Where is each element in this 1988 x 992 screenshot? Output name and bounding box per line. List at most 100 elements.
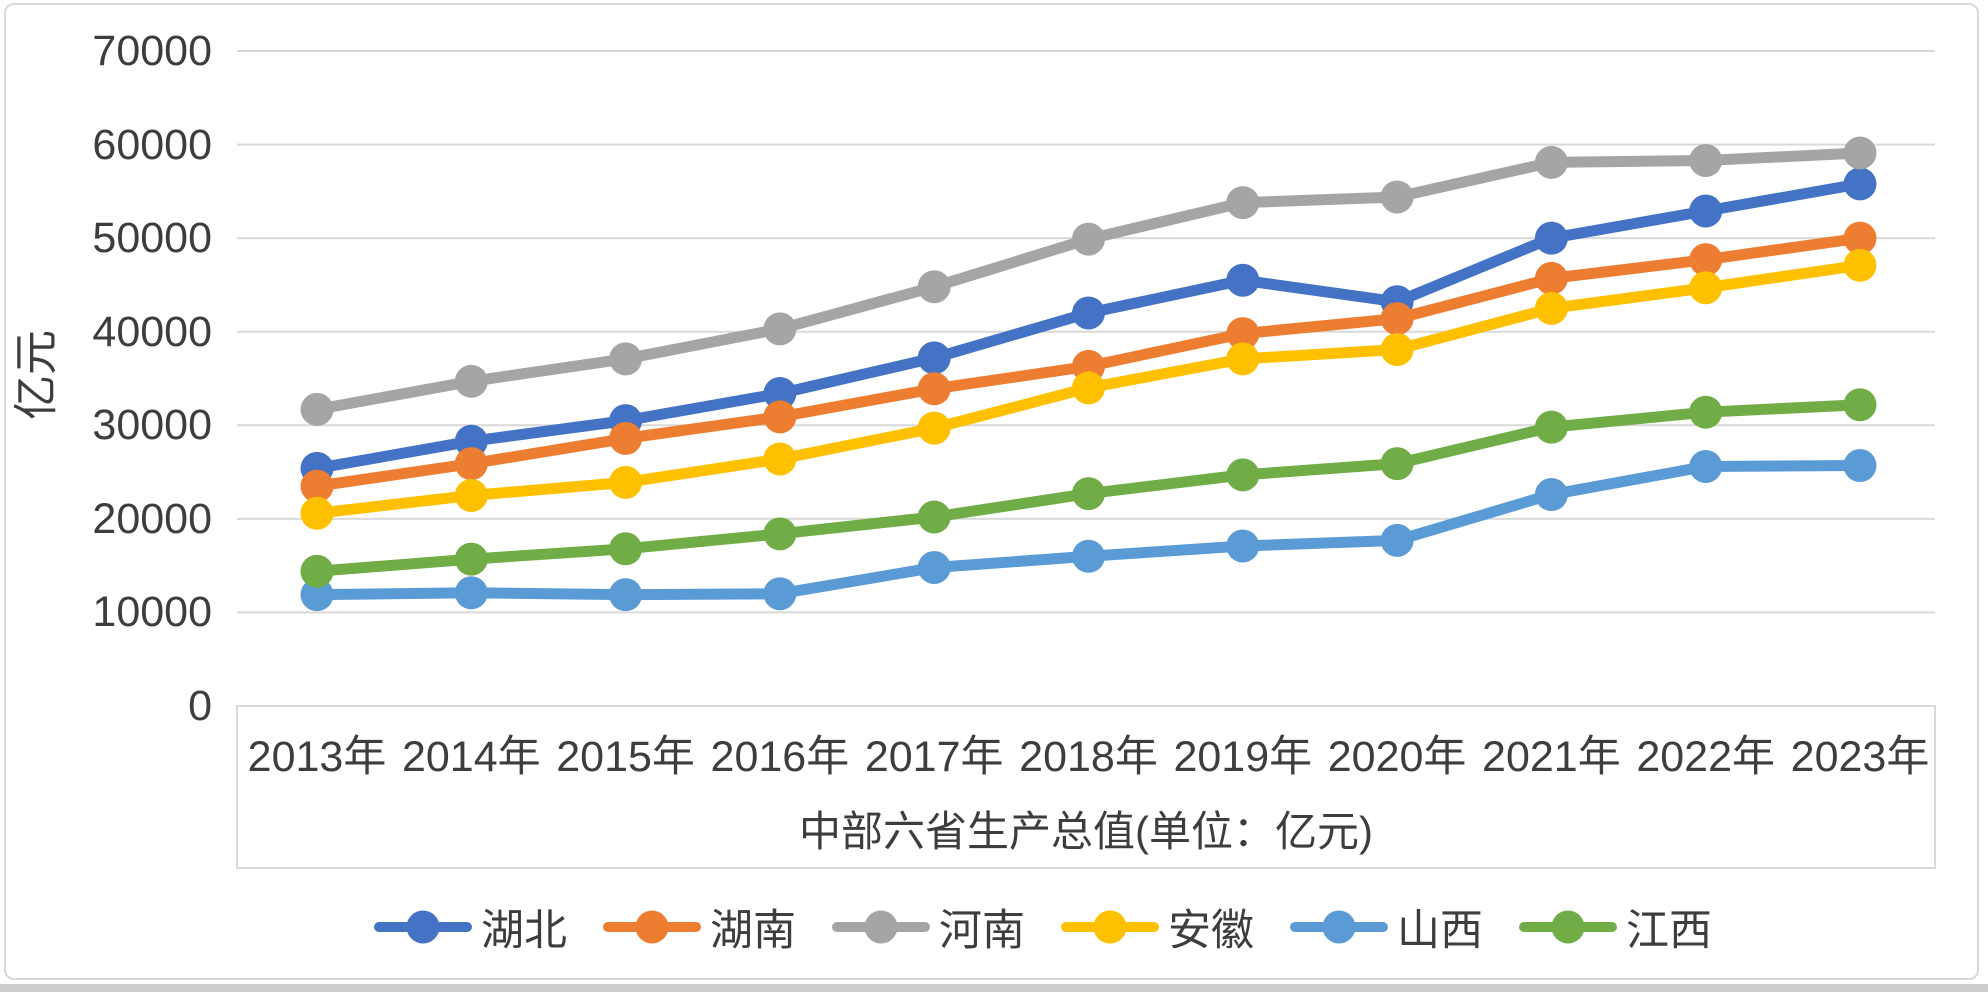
data-point-anhui — [300, 496, 334, 530]
data-point-hunan — [1534, 261, 1568, 295]
data-point-hunan — [300, 469, 334, 503]
data-point-shanxi — [1843, 449, 1877, 483]
data-point-henan — [1689, 143, 1723, 177]
data-point-hunan — [1380, 302, 1414, 336]
x-category-label: 2013年 — [247, 733, 387, 781]
x-category-label: 2021年 — [1482, 733, 1621, 781]
data-point-hunan — [1843, 221, 1877, 255]
data-point-anhui — [1380, 332, 1414, 366]
y-tick-label: 0 — [188, 682, 212, 730]
data-point-henan — [300, 392, 334, 426]
legend-item-anhui: 安徽 — [1061, 896, 1254, 958]
legend-label: 河南 — [939, 907, 1025, 955]
data-point-shanxi — [1689, 449, 1723, 483]
data-point-henan — [763, 312, 797, 346]
data-point-anhui — [1843, 248, 1877, 282]
data-point-shanxi — [763, 577, 797, 611]
legend-item-jiangxi: 江西 — [1519, 896, 1712, 958]
x-axis-title: 中部六省生产总值(单位：亿元) — [799, 808, 1373, 855]
legend-marker-dot-icon — [1322, 910, 1356, 944]
data-point-hubei — [1072, 296, 1105, 330]
x-category-label: 2017年 — [864, 733, 1004, 781]
x-category-label: 2018年 — [1019, 733, 1158, 781]
data-point-hubei — [763, 376, 797, 410]
y-tick-label: 70000 — [92, 27, 212, 75]
data-point-hubei — [917, 341, 951, 375]
data-point-anhui — [1072, 371, 1105, 405]
chart-legend: 湖北 湖南 河南 安徽 山西 江西 — [374, 896, 1712, 958]
data-point-anhui — [609, 465, 643, 499]
data-point-shanxi — [1380, 523, 1414, 557]
data-point-hubei — [1689, 194, 1723, 228]
data-point-shanxi — [609, 578, 643, 612]
data-point-jiangxi — [917, 500, 951, 534]
data-point-hubei — [1843, 167, 1877, 201]
data-point-henan — [1843, 136, 1877, 170]
data-point-hunan — [917, 372, 951, 406]
data-point-henan — [1072, 222, 1105, 256]
data-point-henan — [1534, 145, 1568, 179]
legend-marker-dot-icon — [406, 910, 440, 944]
window-bottom-edge — [0, 984, 1988, 992]
data-point-jiangxi — [1843, 388, 1877, 422]
data-point-hunan — [609, 421, 643, 455]
data-point-jiangxi — [454, 542, 488, 576]
legend-marker-dot-icon — [1551, 910, 1585, 944]
data-point-jiangxi — [763, 517, 797, 551]
legend-marker-icon — [1290, 910, 1388, 944]
data-point-jiangxi — [1226, 458, 1260, 492]
data-point-anhui — [1689, 271, 1723, 305]
data-point-henan — [609, 342, 643, 376]
y-tick-label: 30000 — [92, 401, 212, 450]
data-point-hubei — [1534, 221, 1568, 255]
legend-marker-dot-icon — [864, 910, 898, 944]
legend-label: 湖南 — [710, 907, 796, 955]
x-category-label: 2023年 — [1790, 733, 1930, 781]
data-point-anhui — [1534, 291, 1568, 325]
data-point-shanxi — [454, 576, 488, 610]
data-point-anhui — [1226, 342, 1260, 376]
data-point-jiangxi — [1534, 410, 1568, 444]
y-tick-label: 20000 — [92, 494, 212, 543]
data-point-shanxi — [1226, 529, 1260, 563]
legend-marker-icon — [1061, 910, 1159, 944]
legend-marker-icon — [603, 910, 701, 944]
data-point-anhui — [763, 442, 797, 476]
legend-marker-dot-icon — [635, 910, 669, 944]
legend-label: 湖北 — [481, 907, 567, 955]
data-point-jiangxi — [300, 554, 334, 588]
y-tick-label: 40000 — [92, 307, 212, 356]
legend-item-hunan: 湖南 — [603, 896, 796, 958]
data-point-henan — [454, 364, 488, 398]
data-point-anhui — [917, 411, 951, 445]
legend-label: 安徽 — [1168, 907, 1254, 955]
legend-marker-icon — [832, 910, 930, 944]
x-category-label: 2016年 — [710, 733, 850, 781]
data-point-hubei — [1226, 263, 1260, 297]
data-point-henan — [1380, 180, 1414, 214]
data-point-hunan — [454, 447, 488, 481]
legend-item-hubei: 湖北 — [374, 896, 567, 958]
legend-label: 山西 — [1397, 907, 1483, 955]
data-point-shanxi — [300, 578, 334, 612]
y-tick-label: 50000 — [92, 214, 212, 263]
data-point-shanxi — [1534, 478, 1568, 512]
legend-marker-icon — [1519, 910, 1617, 944]
x-category-label: 2020年 — [1327, 733, 1467, 781]
legend-item-henan: 河南 — [832, 896, 1025, 958]
data-point-hunan — [1226, 317, 1260, 351]
x-category-label: 2019年 — [1173, 733, 1313, 781]
data-point-jiangxi — [1689, 395, 1723, 429]
data-point-henan — [917, 270, 951, 304]
legend-marker-dot-icon — [1093, 910, 1127, 944]
data-point-shanxi — [917, 551, 951, 585]
y-tick-label: 10000 — [92, 588, 212, 637]
data-point-anhui — [454, 478, 488, 512]
data-point-hunan — [1689, 243, 1723, 277]
legend-item-shanxi: 山西 — [1290, 896, 1483, 958]
x-category-label: 2015年 — [556, 733, 695, 781]
data-point-jiangxi — [1380, 447, 1414, 481]
data-point-shanxi — [1072, 539, 1105, 573]
